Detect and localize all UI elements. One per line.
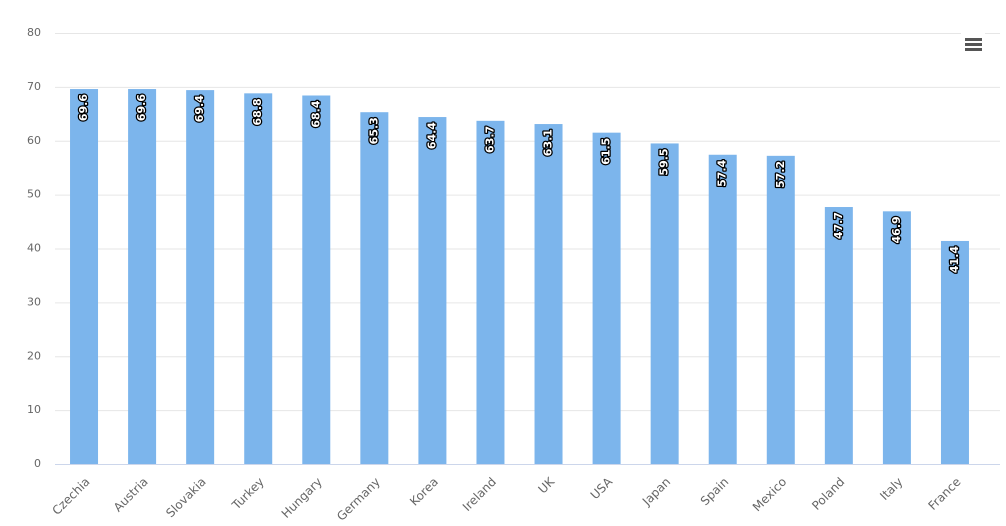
x-tick-label: Mexico bbox=[750, 475, 790, 515]
y-tick-label: 60 bbox=[27, 134, 41, 147]
x-tick-label: Hungary bbox=[279, 475, 325, 521]
x-tick-label: Slovakia bbox=[163, 475, 209, 521]
value-label: 57.2 bbox=[774, 161, 787, 188]
x-tick-label: Japan bbox=[639, 475, 673, 509]
value-label: 59.5 bbox=[658, 148, 671, 175]
value-label: 69.6 bbox=[77, 94, 90, 121]
x-tick-label: USA bbox=[588, 474, 616, 502]
y-tick-label: 50 bbox=[27, 188, 41, 201]
x-tick-label: France bbox=[925, 475, 963, 513]
y-tick-label: 20 bbox=[27, 349, 41, 362]
value-label: 63.1 bbox=[542, 129, 555, 156]
x-tick-label: Austria bbox=[111, 475, 151, 515]
bar bbox=[592, 132, 621, 464]
bar bbox=[128, 89, 157, 464]
y-tick-label: 40 bbox=[27, 242, 41, 255]
value-label: 68.4 bbox=[309, 100, 322, 127]
y-tick-label: 10 bbox=[27, 403, 41, 416]
bar bbox=[418, 117, 447, 465]
value-label: 68.8 bbox=[251, 98, 264, 125]
menu-line bbox=[965, 38, 982, 41]
y-tick-label: 80 bbox=[27, 26, 41, 39]
bar bbox=[186, 90, 215, 465]
y-tick-label: 0 bbox=[34, 457, 41, 470]
value-label: 57.4 bbox=[716, 159, 729, 186]
value-label: 64.4 bbox=[425, 122, 438, 149]
bar bbox=[360, 112, 389, 464]
y-tick-label: 70 bbox=[27, 80, 41, 93]
bar bbox=[534, 124, 563, 464]
x-tick-label: Ireland bbox=[460, 475, 499, 514]
x-tick-label: Spain bbox=[698, 475, 732, 509]
value-label: 41.4 bbox=[948, 246, 961, 273]
value-label: 65.3 bbox=[367, 117, 380, 144]
value-label: 69.4 bbox=[193, 95, 206, 122]
menu-button[interactable] bbox=[961, 33, 985, 55]
y-tick-label: 30 bbox=[27, 295, 41, 308]
bar bbox=[244, 93, 273, 464]
bar bbox=[70, 89, 99, 464]
bar bbox=[940, 240, 969, 464]
value-label: 47.7 bbox=[832, 212, 845, 239]
bar bbox=[650, 143, 679, 464]
value-label: 69.6 bbox=[135, 94, 148, 121]
bar bbox=[882, 211, 911, 464]
x-tick-label: Czechia bbox=[50, 475, 93, 518]
bar bbox=[824, 207, 853, 465]
menu-line bbox=[965, 48, 982, 51]
x-tick-label: Italy bbox=[877, 475, 905, 503]
x-tick-label: Germany bbox=[334, 475, 383, 524]
bar bbox=[302, 95, 331, 465]
x-tick-label: Poland bbox=[809, 475, 847, 513]
value-label: 63.7 bbox=[483, 126, 496, 153]
bar bbox=[476, 120, 505, 464]
x-tick-label: Korea bbox=[407, 475, 441, 509]
value-label: 61.5 bbox=[600, 138, 613, 165]
bar bbox=[766, 155, 795, 464]
bar bbox=[708, 154, 737, 464]
x-tick-label: Turkey bbox=[229, 475, 267, 513]
value-label: 46.9 bbox=[890, 216, 903, 243]
menu-line bbox=[965, 43, 982, 46]
x-tick-label: UK bbox=[535, 474, 557, 496]
